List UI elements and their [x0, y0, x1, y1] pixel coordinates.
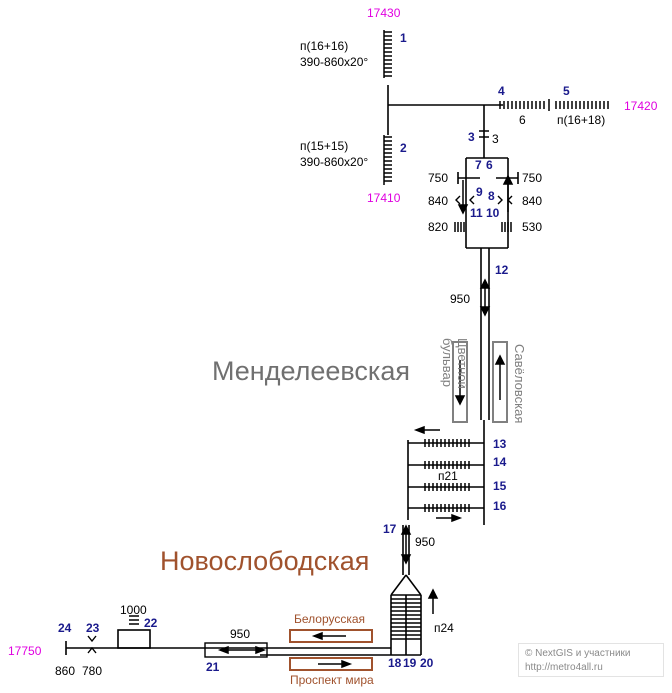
picket-17430: 17430	[367, 6, 401, 20]
copyright-link[interactable]: http://metro4all.ru	[525, 662, 603, 673]
picket-17410: 17410	[367, 191, 401, 205]
top-label-1: п(16+16)	[300, 39, 348, 53]
dead-end-5-label: п(16+18)	[557, 113, 605, 127]
switch-19: 19	[403, 656, 417, 670]
switch-9: 9	[476, 185, 483, 199]
switch-12: 12	[495, 263, 509, 277]
d820: 820	[428, 220, 448, 234]
platform-prospekt-mira-label: Проспект мира	[290, 673, 374, 687]
switch-3: 3	[468, 130, 475, 144]
direction-arrows	[217, 174, 514, 669]
switch-8: 8	[488, 189, 495, 203]
switch-18: 18	[388, 656, 402, 670]
dead-end-ticks	[129, 30, 609, 640]
switch-11: 11	[470, 206, 483, 220]
switch-14: 14	[493, 455, 507, 469]
platform-savelovskaya-label: Савёловская	[512, 344, 527, 423]
track-lines	[65, 85, 519, 656]
d780: 780	[82, 664, 102, 678]
station-mendeleevskaya: Менделеевская	[212, 356, 410, 386]
d530: 530	[522, 220, 542, 234]
chevrons	[87, 195, 513, 654]
switch-4: 4	[498, 84, 505, 98]
switch-24: 24	[58, 621, 72, 635]
mid-label-2: 390-860x20°	[300, 155, 368, 169]
picket-17420: 17420	[624, 99, 658, 113]
switch-5: 5	[563, 84, 570, 98]
switch-numbers: 1 2 3 4 5 6 7 8 9 10 11 12 13 14 15 16 1…	[58, 31, 570, 674]
copyright-box: © NextGIS и участники http://metro4all.r…	[518, 643, 664, 677]
d840-right: 840	[522, 194, 542, 208]
track-6-label: 6	[519, 113, 526, 127]
switch-1: 1	[400, 31, 407, 45]
switch-17: 17	[383, 522, 397, 536]
d950-bottom: 950	[230, 627, 250, 641]
platform-tsvetnoy	[452, 341, 468, 423]
platform-belorusskaya-label: Белорусская	[294, 612, 365, 626]
p24: п24	[434, 621, 454, 635]
switch-23: 23	[86, 621, 100, 635]
switch-21: 21	[206, 660, 220, 674]
tunnel-21	[204, 642, 268, 658]
platform-tsvetnoy-label-1: Цветной	[455, 338, 470, 389]
d750-right: 750	[522, 171, 542, 185]
switch-10: 10	[486, 206, 500, 220]
d750-left: 750	[428, 171, 448, 185]
d950-top: 950	[450, 292, 470, 306]
switch-7: 7	[475, 158, 482, 172]
switch-22: 22	[144, 616, 158, 630]
track-3-label: 3	[492, 132, 499, 146]
platform-tsvetnoy-label-2: бульвар	[440, 338, 455, 387]
platform-savelovskaya	[492, 341, 508, 423]
switch-2: 2	[400, 141, 407, 155]
d860: 860	[55, 664, 75, 678]
d950-mid: 950	[415, 535, 435, 549]
platforms	[204, 341, 508, 671]
platform-belorusskaya	[289, 629, 373, 643]
mid-label-1: п(15+15)	[300, 139, 348, 153]
switch-13: 13	[493, 437, 507, 451]
switch-20: 20	[420, 656, 434, 670]
copyright-line-1: © NextGIS и участники	[525, 648, 631, 659]
d1000: 1000	[120, 603, 147, 617]
switch-15: 15	[493, 479, 507, 493]
top-label-2: 390-860x20°	[300, 55, 368, 69]
platform-prospekt-mira	[289, 657, 373, 671]
d840-left: 840	[428, 194, 448, 208]
picket-17750: 17750	[8, 644, 42, 658]
p21: п21	[438, 469, 458, 483]
switch-16: 16	[493, 499, 507, 513]
station-novoslobodskaya: Новослободская	[160, 546, 369, 576]
switch-6: 6	[486, 158, 493, 172]
